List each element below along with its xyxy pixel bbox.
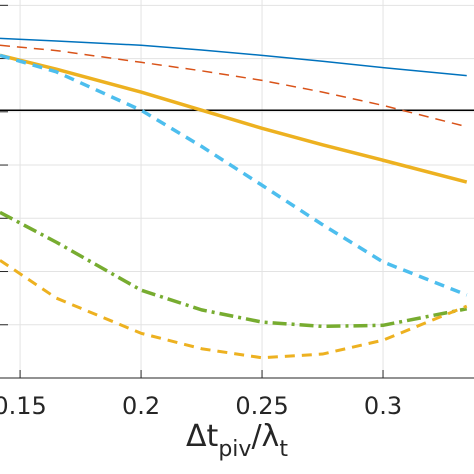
x-tick-label: 0.3 xyxy=(364,392,402,420)
x-tick-label: 0.2 xyxy=(122,392,160,420)
series-line xyxy=(0,210,468,329)
x-label-part: Δt xyxy=(186,419,219,454)
x-tick-label: 0.15 xyxy=(0,392,47,420)
series-line xyxy=(0,44,467,128)
x-tick-label: 0.25 xyxy=(235,392,288,420)
x-label-part: /λ xyxy=(251,419,279,454)
series-line xyxy=(0,53,468,297)
series-line xyxy=(0,259,468,360)
series-line xyxy=(0,37,467,77)
x-axis-label: Δtpiv/λt xyxy=(186,419,288,462)
series-line xyxy=(0,53,468,184)
x-label-sub: piv xyxy=(218,437,251,462)
x-label-sub: t xyxy=(279,437,288,462)
